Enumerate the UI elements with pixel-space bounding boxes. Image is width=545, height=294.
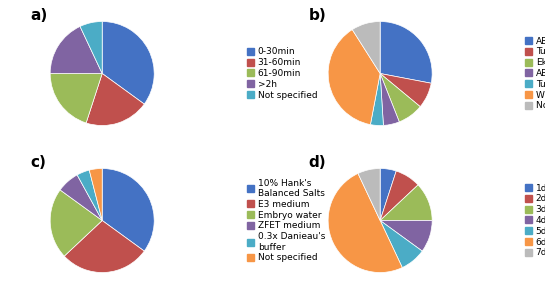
- Wedge shape: [380, 220, 432, 251]
- Wedge shape: [380, 168, 396, 220]
- Wedge shape: [328, 30, 380, 125]
- Legend: 10% Hank's
Balanced Salts, E3 medium, Embryo water, ZFET medium, 0.3x Danieau's
: 10% Hank's Balanced Salts, E3 medium, Em…: [247, 178, 325, 263]
- Wedge shape: [64, 220, 144, 273]
- Wedge shape: [380, 74, 399, 126]
- Text: b): b): [308, 9, 326, 24]
- Wedge shape: [380, 21, 432, 83]
- Wedge shape: [50, 190, 102, 256]
- Wedge shape: [80, 21, 102, 74]
- Wedge shape: [380, 220, 422, 268]
- Text: d): d): [308, 156, 326, 171]
- Wedge shape: [358, 168, 380, 220]
- Wedge shape: [352, 21, 380, 74]
- Wedge shape: [77, 170, 102, 220]
- Wedge shape: [89, 168, 102, 220]
- Wedge shape: [50, 26, 102, 74]
- Wedge shape: [380, 185, 432, 220]
- Wedge shape: [60, 175, 102, 220]
- Wedge shape: [380, 74, 420, 122]
- Legend: AB, Tupfel long fin, Ekkwill, AB/Tuebingen, Tuebingen, Wild type (unspecified), : AB, Tupfel long fin, Ekkwill, AB/Tuebing…: [525, 36, 545, 111]
- Text: a): a): [31, 9, 47, 24]
- Legend: 1dpf, 2dpf, 3dpf, 4dpf, 5dpf, 6dpf, 7dpf: 1dpf, 2dpf, 3dpf, 4dpf, 5dpf, 6dpf, 7dpf: [525, 183, 545, 258]
- Wedge shape: [86, 74, 144, 126]
- Wedge shape: [102, 21, 154, 104]
- Legend: 0-30min, 31-60min, 61-90min, >2h, Not specified: 0-30min, 31-60min, 61-90min, >2h, Not sp…: [247, 47, 317, 100]
- Wedge shape: [380, 171, 418, 220]
- Wedge shape: [102, 168, 154, 251]
- Wedge shape: [380, 74, 431, 107]
- Wedge shape: [371, 74, 384, 126]
- Wedge shape: [328, 173, 402, 273]
- Text: c): c): [31, 156, 46, 171]
- Wedge shape: [50, 74, 102, 123]
